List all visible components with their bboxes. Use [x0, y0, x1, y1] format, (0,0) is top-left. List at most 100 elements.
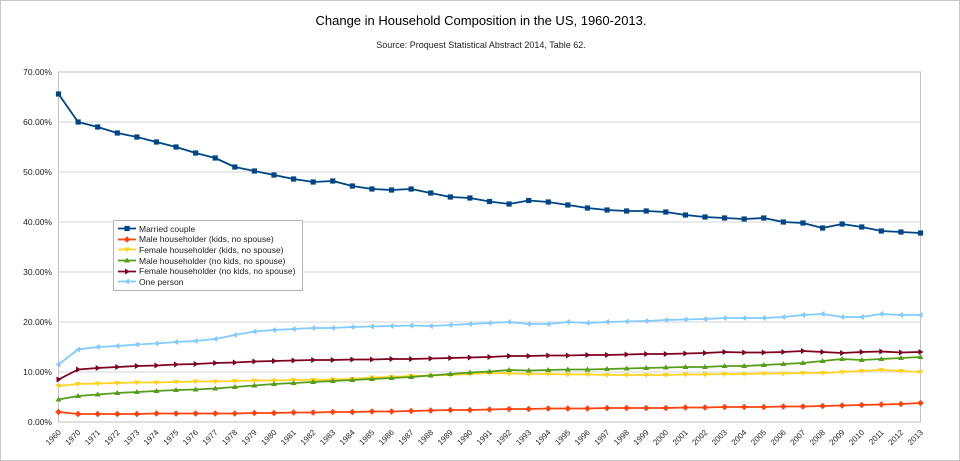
arrow-left-marker-icon — [486, 320, 492, 326]
arrow-right-marker-icon — [820, 349, 826, 355]
square-marker-icon — [859, 224, 865, 230]
square-marker-icon — [271, 172, 277, 178]
arrow-down-marker-icon — [75, 382, 82, 387]
arrow-up-marker-icon — [114, 390, 121, 395]
diamond-marker-icon — [701, 404, 709, 411]
x-axis-tick-label: 1992 — [495, 428, 514, 447]
arrow-up-marker-icon — [780, 361, 787, 366]
arrow-right-marker-icon — [663, 351, 669, 357]
legend-item-label: Married couple — [139, 223, 196, 234]
diamond-marker-icon — [466, 406, 474, 414]
x-axis-tick-label: 1974 — [142, 428, 161, 447]
arrow-down-marker-icon — [173, 380, 180, 385]
legend: Married couple Male householder (kids, no… — [113, 220, 304, 291]
arrow-up-marker-icon — [447, 371, 454, 376]
arrow-right-marker-icon — [742, 349, 748, 356]
arrow-left-marker-icon — [447, 322, 453, 328]
legend-key-icon — [118, 278, 136, 285]
diamond-marker-icon — [584, 405, 591, 412]
arrow-right-marker-icon — [56, 376, 62, 383]
x-axis-tick-label: 1976 — [181, 428, 200, 447]
legend-item-label: Male householder (no kids, no spouse) — [139, 255, 286, 266]
arrow-up-marker-icon — [702, 364, 708, 369]
arrow-right-marker-icon — [125, 268, 130, 275]
square-marker-icon — [153, 139, 160, 145]
square-marker-icon — [624, 208, 630, 214]
arrow-down-marker-icon — [124, 247, 130, 253]
legend-item: Married couple — [118, 224, 295, 234]
arrow-right-marker-icon — [369, 356, 375, 363]
arrow-left-marker-icon — [525, 321, 531, 327]
square-marker-icon — [134, 134, 140, 140]
arrow-up-marker-icon — [94, 391, 101, 397]
y-axis-tick-label: 70.00% — [23, 67, 52, 77]
arrow-down-marker-icon — [623, 373, 630, 378]
x-axis-tick-label: 2004 — [730, 428, 749, 447]
legend-key-icon — [118, 268, 136, 275]
arrow-right-marker-icon — [174, 361, 180, 368]
square-marker-icon — [643, 208, 649, 214]
arrow-down-marker-icon — [741, 372, 748, 377]
square-marker-icon — [839, 221, 845, 227]
x-axis-tick-label: 1993 — [514, 428, 533, 447]
square-marker-icon — [349, 183, 355, 189]
arrow-right-marker-icon — [565, 352, 571, 359]
arrow-down-marker-icon — [878, 368, 885, 373]
diamond-marker-icon — [819, 402, 826, 410]
x-axis-tick-label: 1977 — [201, 428, 220, 447]
arrow-left-marker-icon — [466, 321, 472, 327]
arrow-up-marker-icon — [124, 257, 130, 263]
diamond-marker-icon — [388, 408, 395, 415]
diamond-marker-icon — [564, 405, 572, 412]
arrow-left-marker-icon — [133, 341, 139, 348]
arrow-left-marker-icon — [799, 312, 805, 318]
square-marker-icon — [447, 194, 453, 200]
arrow-right-marker-icon — [76, 366, 82, 373]
arrow-up-marker-icon — [545, 367, 552, 372]
y-axis-tick-label: 0.00% — [28, 417, 53, 427]
arrow-up-marker-icon — [192, 386, 199, 392]
arrow-down-marker-icon — [192, 379, 199, 385]
x-axis-tick-label: 2000 — [651, 428, 670, 447]
x-axis-tick-label: 1975 — [162, 428, 181, 447]
arrow-down-marker-icon — [133, 380, 140, 386]
arrow-right-marker-icon — [644, 351, 650, 357]
arrow-up-marker-icon — [878, 356, 885, 361]
arrow-right-marker-icon — [252, 358, 258, 365]
x-axis-tick-label: 1971 — [83, 428, 102, 447]
arrow-right-marker-icon — [193, 361, 199, 367]
square-marker-icon — [545, 199, 551, 205]
diamond-marker-icon — [917, 399, 924, 407]
arrow-up-marker-icon — [819, 358, 826, 363]
diamond-marker-icon — [486, 406, 493, 413]
diamond-marker-icon — [603, 404, 611, 412]
x-axis-tick-label: 1990 — [455, 428, 474, 447]
x-axis-tick-label: 2003 — [710, 428, 729, 447]
arrow-left-marker-icon — [290, 326, 296, 332]
arrow-right-marker-icon — [624, 351, 630, 358]
arrow-right-marker-icon — [467, 354, 473, 361]
series-line — [57, 93, 921, 234]
diamond-marker-icon — [799, 403, 807, 410]
square-marker-icon — [780, 219, 786, 225]
x-axis-tick-label: 1998 — [612, 428, 631, 447]
arrow-up-marker-icon — [604, 366, 611, 371]
diamond-marker-icon — [94, 410, 101, 418]
x-axis-tick-label: 1960 — [44, 428, 63, 447]
arrow-right-marker-icon — [918, 349, 924, 355]
x-axis-tick-label: 1980 — [259, 428, 278, 447]
legend-item: Male householder (kids, no spouse) — [118, 234, 295, 245]
arrow-up-marker-icon — [271, 381, 277, 386]
arrow-right-marker-icon — [800, 348, 806, 354]
arrow-down-marker-icon — [721, 372, 728, 377]
square-marker-icon — [565, 202, 571, 208]
arrow-up-marker-icon — [408, 374, 415, 379]
legend-item-label: Male householder (kids, no spouse) — [139, 234, 274, 245]
arrow-right-marker-icon — [526, 353, 532, 359]
arrow-right-marker-icon — [95, 365, 101, 371]
legend-key-icon — [118, 257, 136, 263]
x-axis-tick-label: 2013 — [906, 428, 925, 447]
arrow-left-marker-icon — [75, 346, 81, 353]
square-marker-icon — [878, 228, 884, 234]
